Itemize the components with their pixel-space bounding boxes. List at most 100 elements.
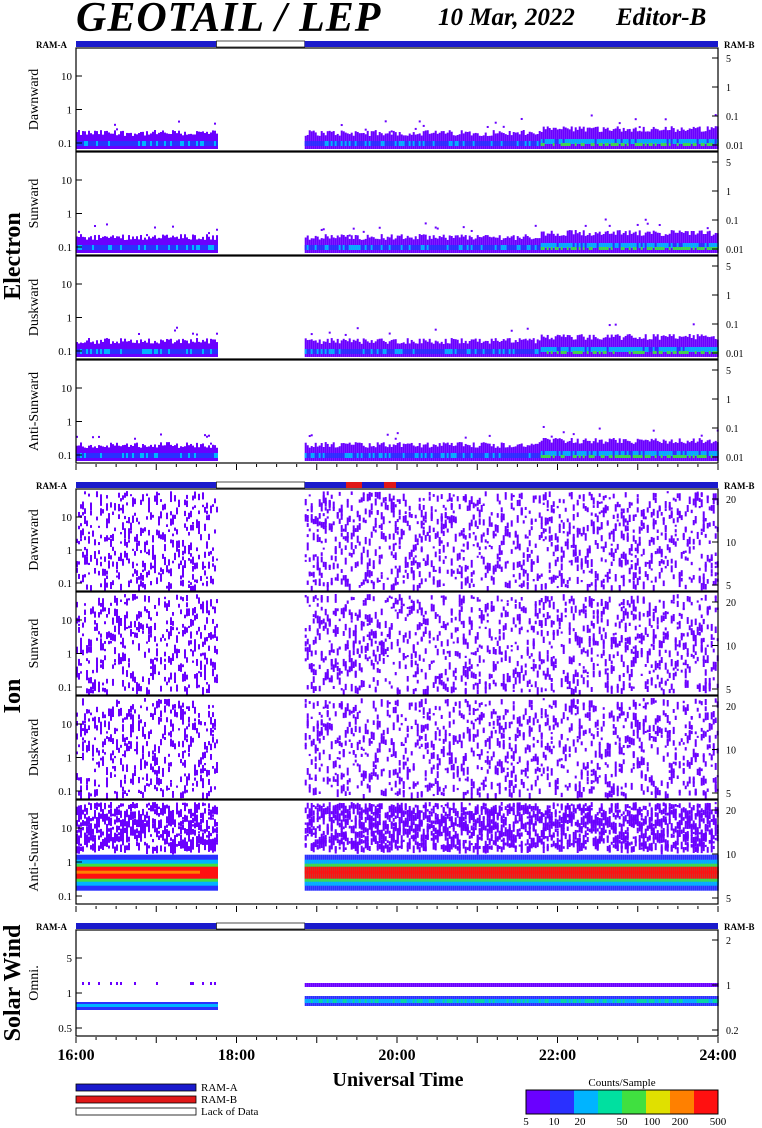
right-tick-label: 10 xyxy=(726,746,736,757)
ram-a-segment xyxy=(76,482,217,488)
panel-frame xyxy=(75,488,719,592)
panel-electron-sunward: 10 1 0.1 5 1 0.1 0.01 Sunward xyxy=(27,151,744,256)
panel-solar-wind-omni-: 5 1 0.5 2 1 0.2 Omni. xyxy=(27,929,739,1037)
status-left-label: RAM-A xyxy=(36,481,67,491)
right-tick-label: 5 xyxy=(726,685,731,696)
panel-label: Sunward xyxy=(27,619,42,669)
lack-of-data-segment xyxy=(216,481,306,489)
legend-swatch xyxy=(75,1107,197,1116)
right-tick-label: 10 xyxy=(726,642,736,653)
colorbar-tick-label: 5 xyxy=(523,1116,529,1128)
ram-a-segment xyxy=(76,41,217,47)
legend-label: RAM-A xyxy=(201,1082,238,1094)
right-tick-label: 1 xyxy=(726,395,731,406)
group-label: Electron xyxy=(0,212,26,300)
panel-label: Dawnward xyxy=(27,69,42,130)
main-title: GEOTAIL / LEP xyxy=(76,0,382,41)
left-tick-label: 5 xyxy=(67,953,73,965)
legend-swatch xyxy=(75,1095,197,1104)
group-label: Solar Wind xyxy=(0,924,26,1041)
ram-status-bar: RAM-A RAM-B xyxy=(36,922,755,932)
time-tick-label: 22:00 xyxy=(539,1047,576,1064)
left-tick-label: 1 xyxy=(67,313,73,325)
right-tick-label: 0.01 xyxy=(726,453,744,464)
left-tick-label: 0.1 xyxy=(58,138,72,150)
left-tick-label: 1 xyxy=(67,545,73,557)
panel-ion-anti-sunward: 10 1 0.1 20 10 5 Anti-Sunward xyxy=(27,799,736,905)
panel-frame xyxy=(75,695,719,800)
panel-frame xyxy=(75,151,719,256)
editor-label: Editor-B xyxy=(616,4,707,31)
right-tick-label: 5 xyxy=(726,789,731,800)
panel-frame xyxy=(75,359,719,464)
group-label: Ion xyxy=(0,679,26,714)
panel-frame xyxy=(75,47,719,152)
legend-swatch xyxy=(75,1083,197,1092)
status-left-label: RAM-A xyxy=(36,40,67,50)
panel-frame xyxy=(75,255,719,360)
right-tick-label: 0.1 xyxy=(726,424,739,435)
panel-electron-duskward: 10 1 0.1 5 1 0.1 0.01 Duskward xyxy=(27,255,744,360)
right-tick-label: 1 xyxy=(726,83,731,94)
panel-frame xyxy=(75,591,719,696)
left-tick-label: 10 xyxy=(61,175,73,187)
time-tick-label: 20:00 xyxy=(378,1047,415,1064)
right-tick-label: 0.01 xyxy=(726,245,744,256)
right-tick-label: 5 xyxy=(726,894,731,905)
right-tick-label: 0.01 xyxy=(726,349,744,360)
right-tick-label: 1 xyxy=(726,981,731,992)
right-tick-label: 0.1 xyxy=(726,216,739,227)
left-tick-label: 1 xyxy=(67,857,73,869)
time-tick-label: 16:00 xyxy=(57,1047,94,1064)
left-tick-label: 0.1 xyxy=(58,578,72,590)
ram-b-segment xyxy=(346,482,362,488)
ram-b-segment xyxy=(384,482,396,488)
header: GEOTAIL / LEP 10 Mar, 2022 Editor-B xyxy=(0,0,762,41)
right-tick-label: 20 xyxy=(726,702,736,713)
status-right-label: RAM-B xyxy=(724,481,755,491)
panel-label: Dawnward xyxy=(27,509,42,570)
panel-ion-dawnward: 10 1 0.1 20 10 5 Dawnward xyxy=(27,488,736,594)
colorbar-frame xyxy=(525,1089,719,1115)
colorbar-tick-label: 100 xyxy=(644,1116,661,1128)
left-tick-label: 0.1 xyxy=(58,346,72,358)
left-tick-label: 10 xyxy=(61,615,73,627)
right-tick-label: 2 xyxy=(726,936,731,947)
ram-a-segment xyxy=(304,482,718,488)
panel-ion-sunward: 10 1 0.1 20 10 5 Sunward xyxy=(27,591,736,697)
panel-frame xyxy=(75,799,719,905)
left-tick-label: 0.1 xyxy=(58,786,72,798)
right-tick-label: 10 xyxy=(726,850,736,861)
left-tick-label: 10 xyxy=(61,512,73,524)
left-tick-label: 0.5 xyxy=(58,1023,72,1035)
colorbar-tick-label: 50 xyxy=(617,1116,629,1128)
left-tick-label: 1 xyxy=(67,105,73,117)
panel-electron-dawnward: 10 1 0.1 5 1 0.1 0.01 Dawnward xyxy=(27,47,744,152)
time-axis-ticks xyxy=(75,464,719,470)
left-tick-label: 1 xyxy=(67,753,73,765)
time-axis-ticks xyxy=(75,1037,719,1043)
lack-of-data-segment xyxy=(216,922,306,930)
right-tick-label: 20 xyxy=(726,598,736,609)
ram-status-bar: RAM-A RAM-B xyxy=(36,40,755,50)
colorbar-tick-label: 20 xyxy=(575,1116,587,1128)
right-tick-label: 1 xyxy=(726,187,731,198)
panel-electron-anti-sunward: 10 1 0.1 5 1 0.1 0.01 Anti-Sunward xyxy=(27,359,744,464)
status-right-label: RAM-B xyxy=(724,922,755,932)
date-label: 10 Mar, 2022 xyxy=(438,4,575,31)
colorbar-title: Counts/Sample xyxy=(588,1077,655,1089)
left-tick-label: 0.1 xyxy=(58,891,72,903)
panel-label: Duskward xyxy=(27,719,42,777)
legend-label: RAM-B xyxy=(201,1094,237,1106)
panel-label: Omni. xyxy=(27,965,42,1000)
right-tick-label: 5 xyxy=(726,366,731,377)
right-tick-label: 1 xyxy=(726,291,731,302)
time-tick-label: 18:00 xyxy=(218,1047,255,1064)
lack-of-data-segment xyxy=(216,40,306,48)
left-tick-label: 0.1 xyxy=(58,242,72,254)
right-tick-label: 10 xyxy=(726,538,736,549)
left-tick-label: 10 xyxy=(61,71,73,83)
right-tick-label: 20 xyxy=(726,495,736,506)
status-right-label: RAM-B xyxy=(724,40,755,50)
ram-a-segment xyxy=(304,41,718,47)
